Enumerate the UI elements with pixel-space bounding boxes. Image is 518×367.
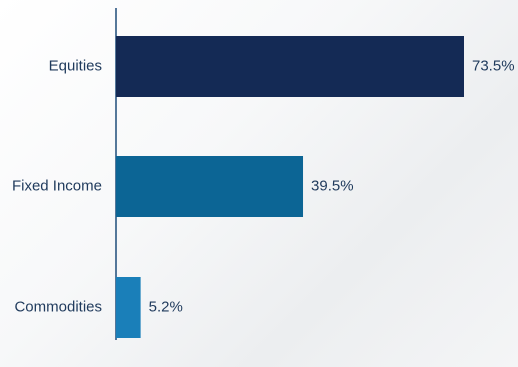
bar-fixed-income <box>116 156 304 217</box>
bar-equities <box>116 36 464 97</box>
category-label: Commodities <box>14 298 102 315</box>
category-label: Fixed Income <box>12 177 102 194</box>
data-label: 73.5% <box>472 57 515 74</box>
bar-commodities <box>116 277 141 338</box>
data-label: 39.5% <box>311 177 354 194</box>
data-label: 5.2% <box>149 298 183 315</box>
category-label: Equities <box>49 57 102 74</box>
